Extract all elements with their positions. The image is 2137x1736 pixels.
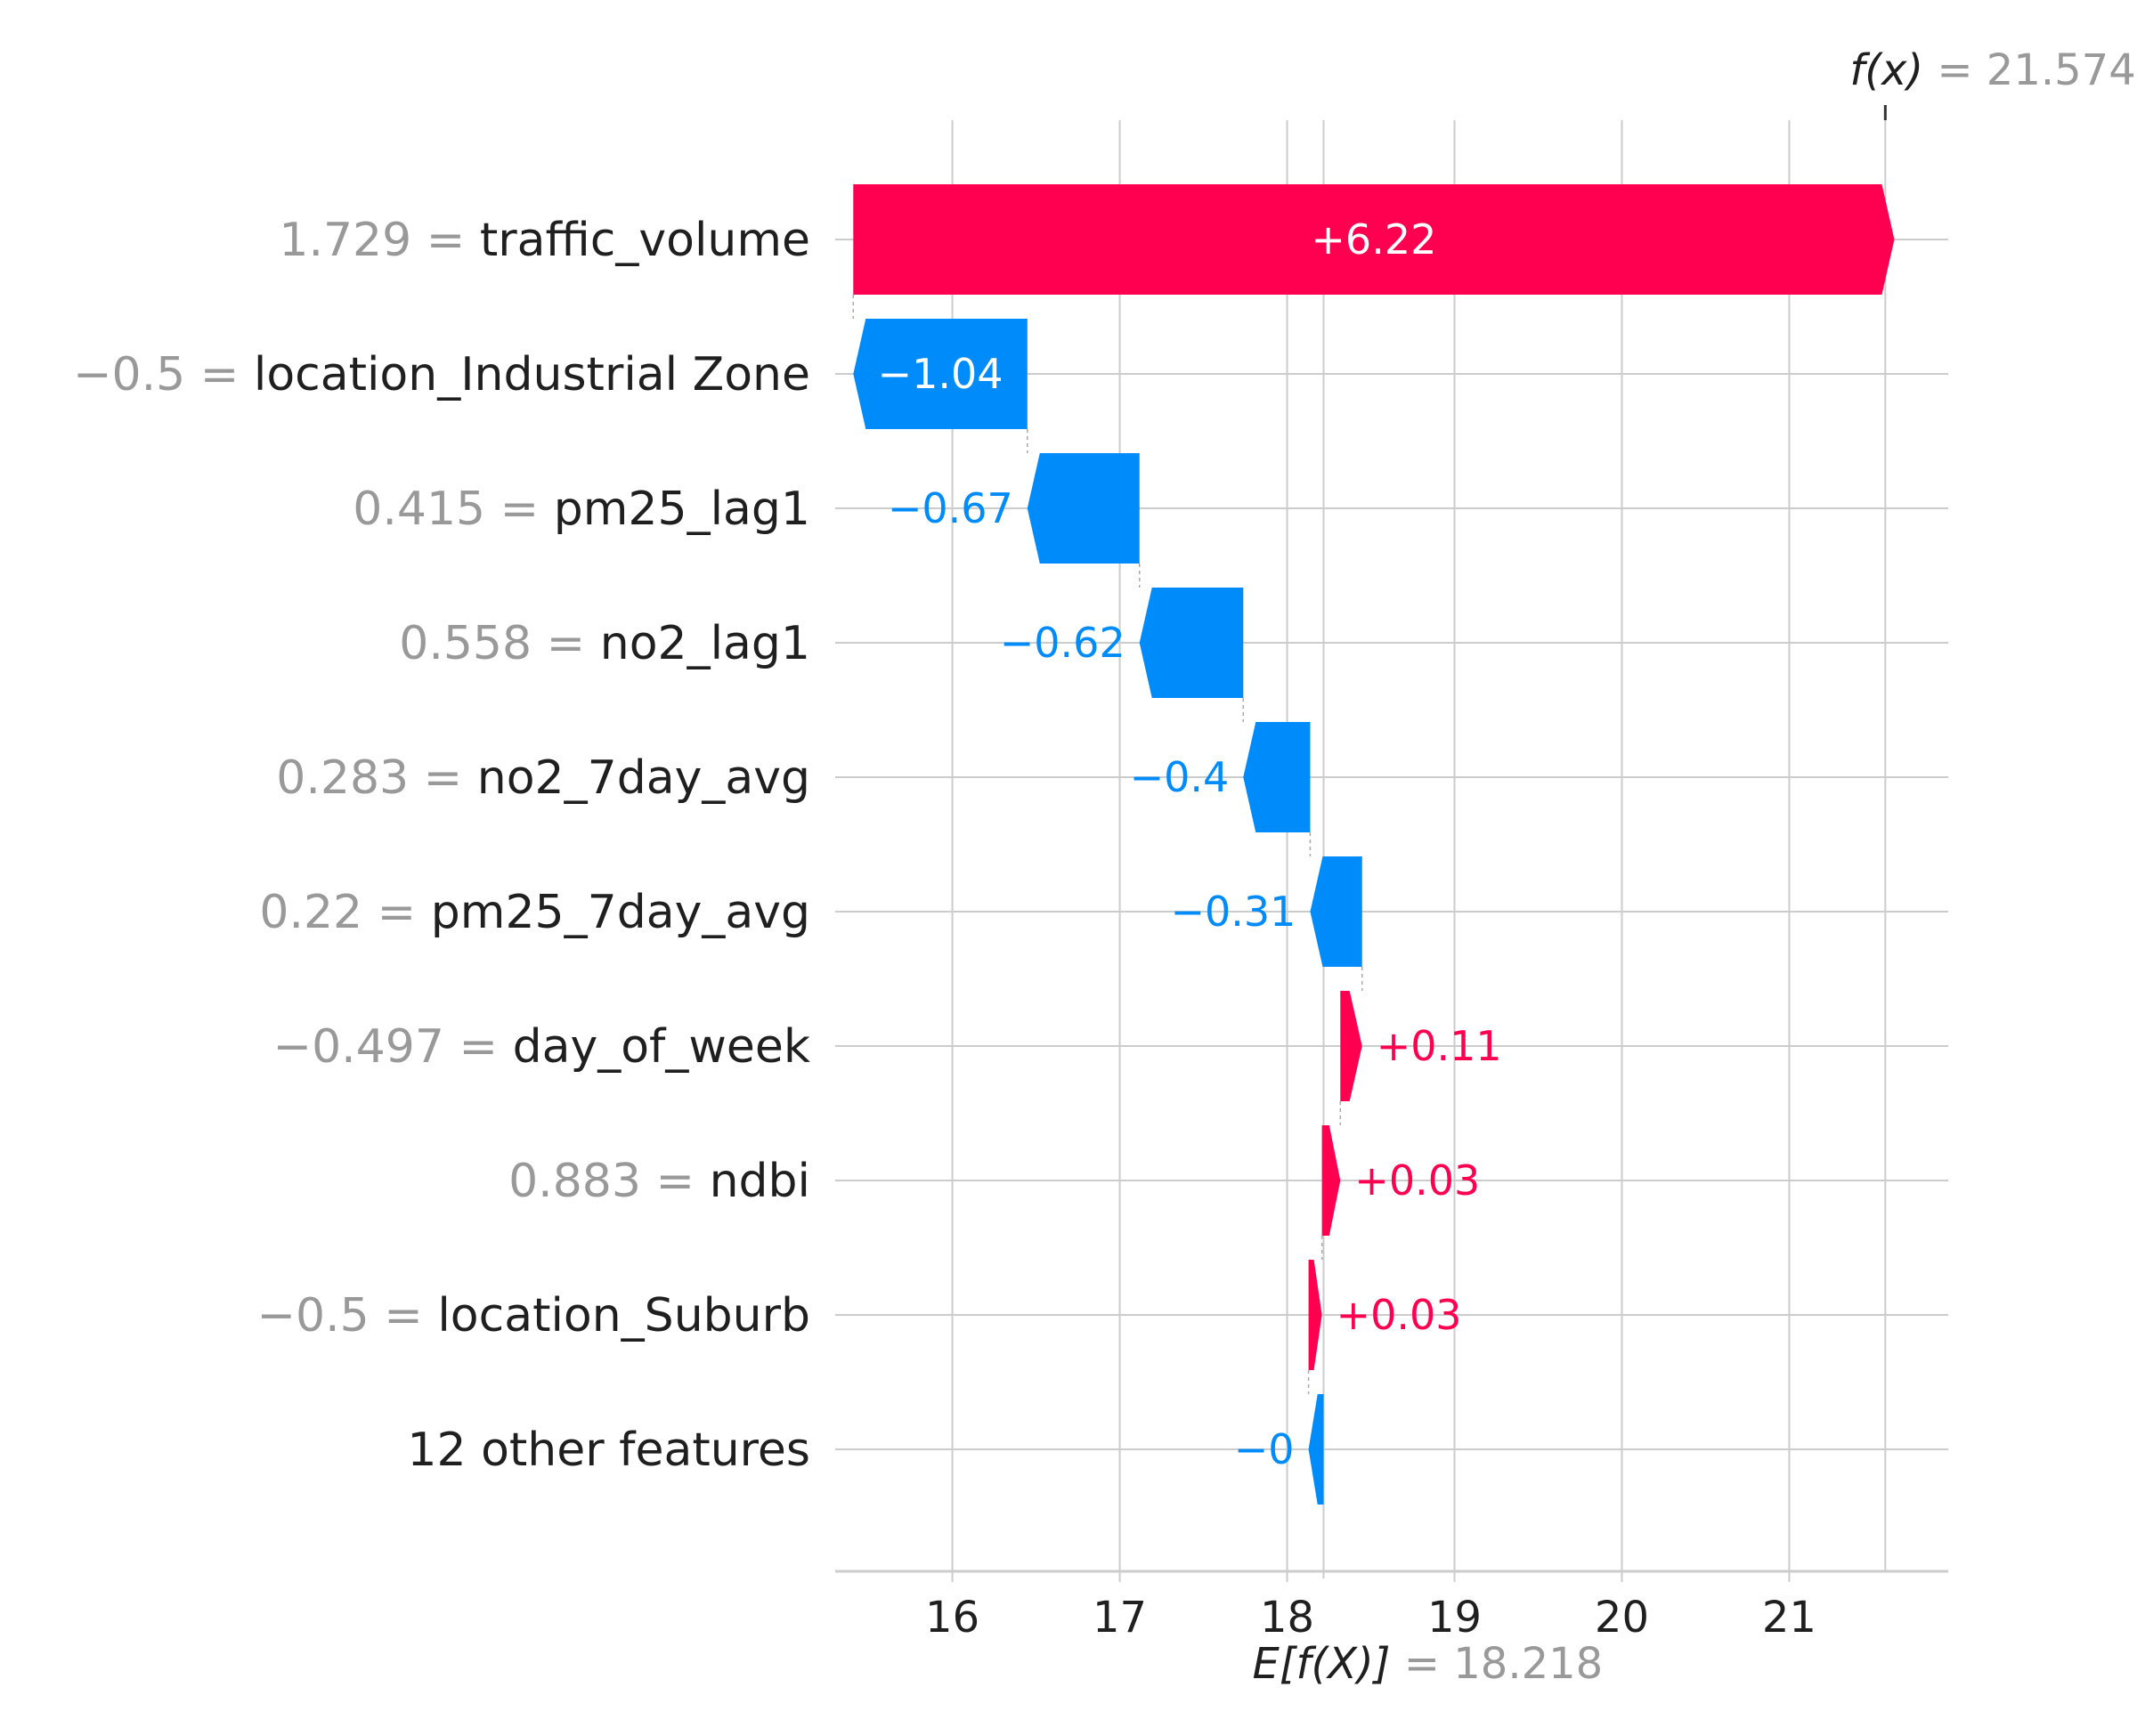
x-tick-label: 18 — [1260, 1593, 1314, 1643]
bar-value-label: +0.03 — [1337, 1291, 1462, 1339]
feature-value: −0.5 = — [256, 1289, 437, 1343]
feature-name: traffic_volume — [480, 214, 810, 267]
output-value-number: = 21.574 — [1937, 45, 2135, 95]
feature-value: 0.883 = — [508, 1155, 710, 1208]
contribution-bar — [853, 184, 1895, 295]
feature-name: day_of_week — [513, 1020, 810, 1074]
feature-name: 12 other features — [407, 1424, 810, 1477]
feature-label: −0.5 = location_Suburb — [256, 1289, 810, 1343]
feature-label: 0.883 = ndbi — [508, 1155, 810, 1208]
feature-label: −0.5 = location_Industrial Zone — [73, 348, 810, 402]
feature-value: 0.22 = — [259, 886, 430, 939]
feature-name: pm25_7day_avg — [431, 886, 810, 939]
grid-lines — [835, 111, 1948, 1578]
x-tick-label: 17 — [1093, 1593, 1147, 1643]
feature-label: 1.729 = traffic_volume — [279, 214, 810, 267]
contribution-bar — [1139, 588, 1244, 698]
contribution-bar — [1308, 1394, 1324, 1505]
base-value-annotation: E[f(X)] = 18.218 — [1252, 1639, 1603, 1689]
feature-name: ndbi — [710, 1155, 810, 1208]
x-axis: 16 17 18 19 20 21 — [835, 1570, 1948, 1643]
contribution-bar — [853, 319, 1028, 429]
bar-labels: +6.22 −1.04 −0.67 −0.62 −0.4 −0.31 +0.11 +0.03 +… — [878, 215, 1502, 1473]
base-value-name: E[f(X)] — [1252, 1639, 1403, 1689]
bar-value-label: +0.03 — [1354, 1156, 1480, 1205]
contribution-bar — [1243, 722, 1311, 832]
x-tick-label: 20 — [1595, 1593, 1649, 1643]
feature-name: location_Suburb — [437, 1289, 810, 1343]
feature-name: location_Industrial Zone — [254, 348, 810, 402]
output-value-name: f(x) — [1849, 45, 1937, 95]
bar-value-label: −0.67 — [888, 484, 1013, 532]
feature-label: 0.415 = pm25_lag1 — [353, 483, 810, 536]
feature-label: 0.558 = no2_lag1 — [399, 617, 810, 670]
x-tick-label: 16 — [925, 1593, 979, 1643]
feature-labels: 1.729 = traffic_volume −0.5 = location_In… — [73, 214, 810, 1477]
feature-name: pm25_lag1 — [554, 483, 810, 536]
contribution-bar — [1308, 1260, 1322, 1370]
feature-label: 0.283 = no2_7day_avg — [276, 751, 810, 805]
contribution-bar — [1310, 856, 1362, 967]
contribution-bar — [1027, 453, 1140, 564]
feature-value: 1.729 = — [279, 214, 480, 267]
bar-value-label: −0.4 — [1130, 753, 1230, 801]
x-tick-label: 21 — [1762, 1593, 1816, 1643]
bar-value-label: +0.11 — [1377, 1022, 1502, 1070]
value-annotations: f(x) = 21.574 E[f(X)] = 18.218 — [1252, 45, 2135, 1689]
output-value-annotation: f(x) = 21.574 — [1849, 45, 2135, 95]
bar-value-label: +6.22 — [1311, 215, 1436, 264]
bar-value-label: −0 — [1234, 1425, 1295, 1473]
bar-value-label: −0.62 — [1000, 619, 1125, 667]
feature-value: 0.283 = — [276, 751, 477, 805]
feature-value: 0.415 = — [353, 483, 554, 536]
feature-value: −0.5 = — [73, 348, 254, 402]
contribution-bar — [1340, 991, 1362, 1101]
feature-label: −0.497 = day_of_week — [273, 1020, 810, 1074]
feature-label: 0.22 = pm25_7day_avg — [259, 886, 810, 939]
bar-value-label: −1.04 — [878, 350, 1003, 398]
feature-name: no2_lag1 — [600, 617, 810, 670]
base-value-number: = 18.218 — [1404, 1639, 1603, 1689]
bars — [853, 184, 1895, 1505]
x-tick-label: 19 — [1427, 1593, 1482, 1643]
feature-value: −0.497 = — [273, 1020, 513, 1074]
contribution-bar — [1321, 1125, 1341, 1236]
feature-label: 12 other features — [407, 1424, 810, 1477]
feature-name: no2_7day_avg — [477, 751, 810, 805]
feature-value: 0.558 = — [399, 617, 600, 670]
bar-value-label: −0.31 — [1170, 888, 1296, 936]
